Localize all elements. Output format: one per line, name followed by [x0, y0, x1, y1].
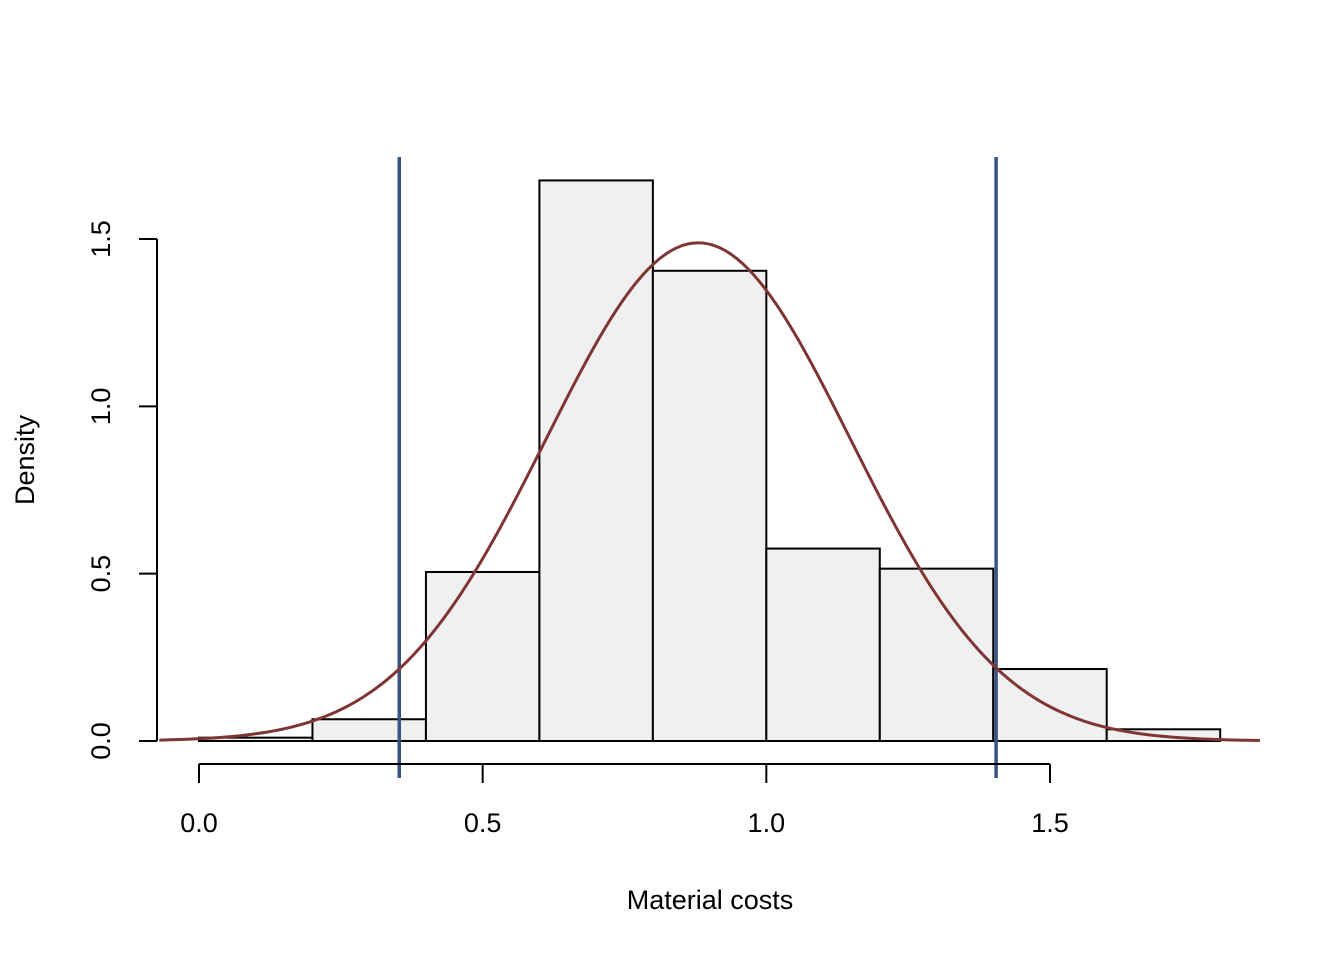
histogram-bar [765, 547, 881, 743]
histogram-bar [424, 570, 541, 742]
normal-density-curve [159, 241, 1260, 742]
histogram-bars [198, 179, 1222, 743]
x-tick-label: 0.0 [180, 808, 218, 838]
histogram-bar [651, 269, 768, 742]
x-axis: 0.0 0.5 1.0 1.5 [180, 763, 1069, 838]
x-axis-label: Material costs [627, 885, 794, 915]
histogram-bar [538, 179, 654, 743]
y-tick-label: 0.5 [86, 555, 116, 593]
x-tick-label: 0.5 [464, 808, 502, 838]
y-tick-label: 1.0 [86, 388, 116, 426]
y-axis: 0.0 0.5 1.0 1.5 [86, 220, 158, 760]
reference-lines [397, 157, 998, 778]
x-tick-label: 1.5 [1031, 808, 1069, 838]
histogram-bar [878, 567, 995, 743]
x-tick-label: 1.0 [748, 808, 786, 838]
y-axis-label: Density [10, 414, 40, 505]
y-tick-label: 1.5 [86, 220, 116, 258]
y-tick-label: 0.0 [86, 722, 116, 760]
histogram-bar [311, 718, 427, 743]
